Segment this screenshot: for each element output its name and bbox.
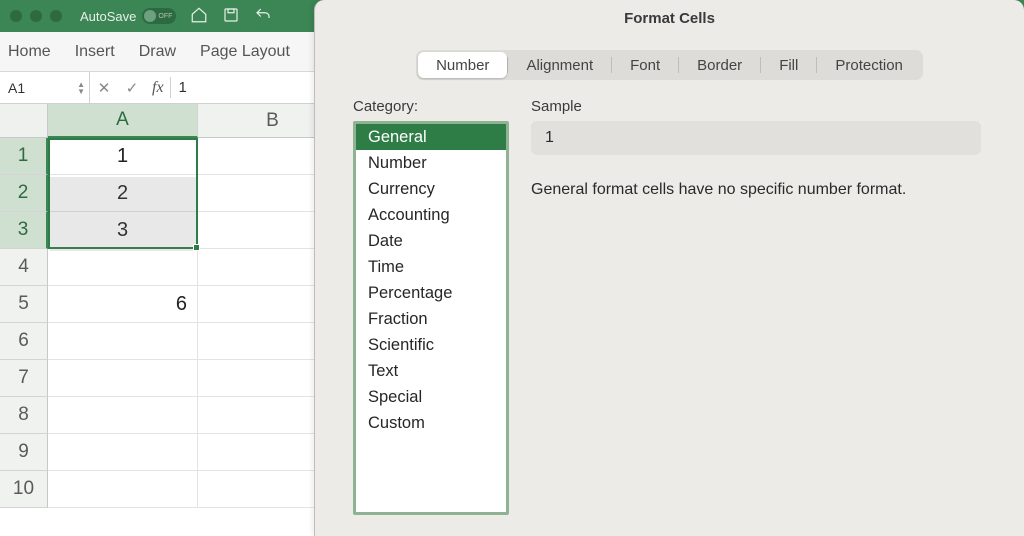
category-text[interactable]: Text	[356, 358, 506, 384]
col-header-a[interactable]: A	[48, 104, 198, 138]
cell-a6[interactable]	[48, 323, 198, 360]
category-custom[interactable]: Custom	[356, 410, 506, 436]
sample-value: 1	[545, 129, 554, 147]
name-box[interactable]: A1 ▲▼	[0, 72, 90, 103]
undo-icon[interactable]	[254, 6, 272, 27]
tab-draw[interactable]: Draw	[139, 43, 176, 61]
format-description: General format cells have no specific nu…	[531, 181, 1000, 199]
category-time[interactable]: Time	[356, 254, 506, 280]
category-currency[interactable]: Currency	[356, 176, 506, 202]
row-header-4[interactable]: 4	[0, 249, 48, 286]
tab-border[interactable]: Border	[679, 52, 760, 78]
cancel-formula-icon[interactable]: ✕	[90, 79, 118, 97]
row-header-8[interactable]: 8	[0, 397, 48, 434]
cell-a9[interactable]	[48, 434, 198, 471]
tab-fill[interactable]: Fill	[761, 52, 816, 78]
category-special[interactable]: Special	[356, 384, 506, 410]
category-general[interactable]: General	[356, 124, 506, 150]
fx-icon[interactable]: fx	[152, 79, 164, 97]
cell-a10[interactable]	[48, 471, 198, 508]
dialog-title: Format Cells	[315, 0, 1024, 36]
row-header-5[interactable]: 5	[0, 286, 48, 323]
row-header-7[interactable]: 7	[0, 360, 48, 397]
row-header-2[interactable]: 2	[0, 175, 48, 212]
row-header-6[interactable]: 6	[0, 323, 48, 360]
row-header-3[interactable]: 3	[0, 212, 48, 249]
window-controls[interactable]	[10, 10, 62, 22]
category-accounting[interactable]: Accounting	[356, 202, 506, 228]
dialog-tabs: Number Alignment Font Border Fill Protec…	[416, 50, 923, 80]
category-date[interactable]: Date	[356, 228, 506, 254]
format-cells-dialog: Format Cells Number Alignment Font Borde…	[314, 0, 1024, 536]
cell-a2[interactable]: 2	[48, 175, 198, 212]
name-box-stepper[interactable]: ▲▼	[77, 81, 85, 95]
category-scientific[interactable]: Scientific	[356, 332, 506, 358]
category-label: Category:	[353, 98, 509, 115]
cell-a3[interactable]: 3	[48, 212, 198, 249]
sample-label: Sample	[531, 98, 1000, 115]
tab-alignment[interactable]: Alignment	[508, 52, 611, 78]
home-icon[interactable]	[190, 6, 208, 27]
tab-font[interactable]: Font	[612, 52, 678, 78]
row-header-9[interactable]: 9	[0, 434, 48, 471]
cell-a7[interactable]	[48, 360, 198, 397]
category-percentage[interactable]: Percentage	[356, 280, 506, 306]
autosave-switch[interactable]: OFF	[142, 8, 176, 24]
autosave-label: AutoSave	[80, 9, 136, 24]
cell-a8[interactable]	[48, 397, 198, 434]
tab-number[interactable]: Number	[418, 52, 507, 78]
accept-formula-icon[interactable]: ✓	[118, 79, 146, 97]
category-fraction[interactable]: Fraction	[356, 306, 506, 332]
cell-a1[interactable]: 1	[48, 138, 198, 175]
tab-insert[interactable]: Insert	[75, 43, 115, 61]
tab-page-layout[interactable]: Page Layout	[200, 43, 290, 61]
tab-home[interactable]: Home	[8, 43, 51, 61]
select-all-corner[interactable]	[0, 104, 48, 138]
cell-a5[interactable]: 6	[48, 286, 198, 323]
row-header-10[interactable]: 10	[0, 471, 48, 508]
category-number[interactable]: Number	[356, 150, 506, 176]
sample-box: 1	[531, 121, 981, 155]
category-list[interactable]: General Number Currency Accounting Date …	[353, 121, 509, 515]
row-header-1[interactable]: 1	[0, 138, 48, 175]
autosave-toggle[interactable]: AutoSave OFF	[80, 8, 176, 24]
cell-a4[interactable]	[48, 249, 198, 286]
save-icon[interactable]	[222, 6, 240, 27]
tab-protection[interactable]: Protection	[817, 52, 921, 78]
